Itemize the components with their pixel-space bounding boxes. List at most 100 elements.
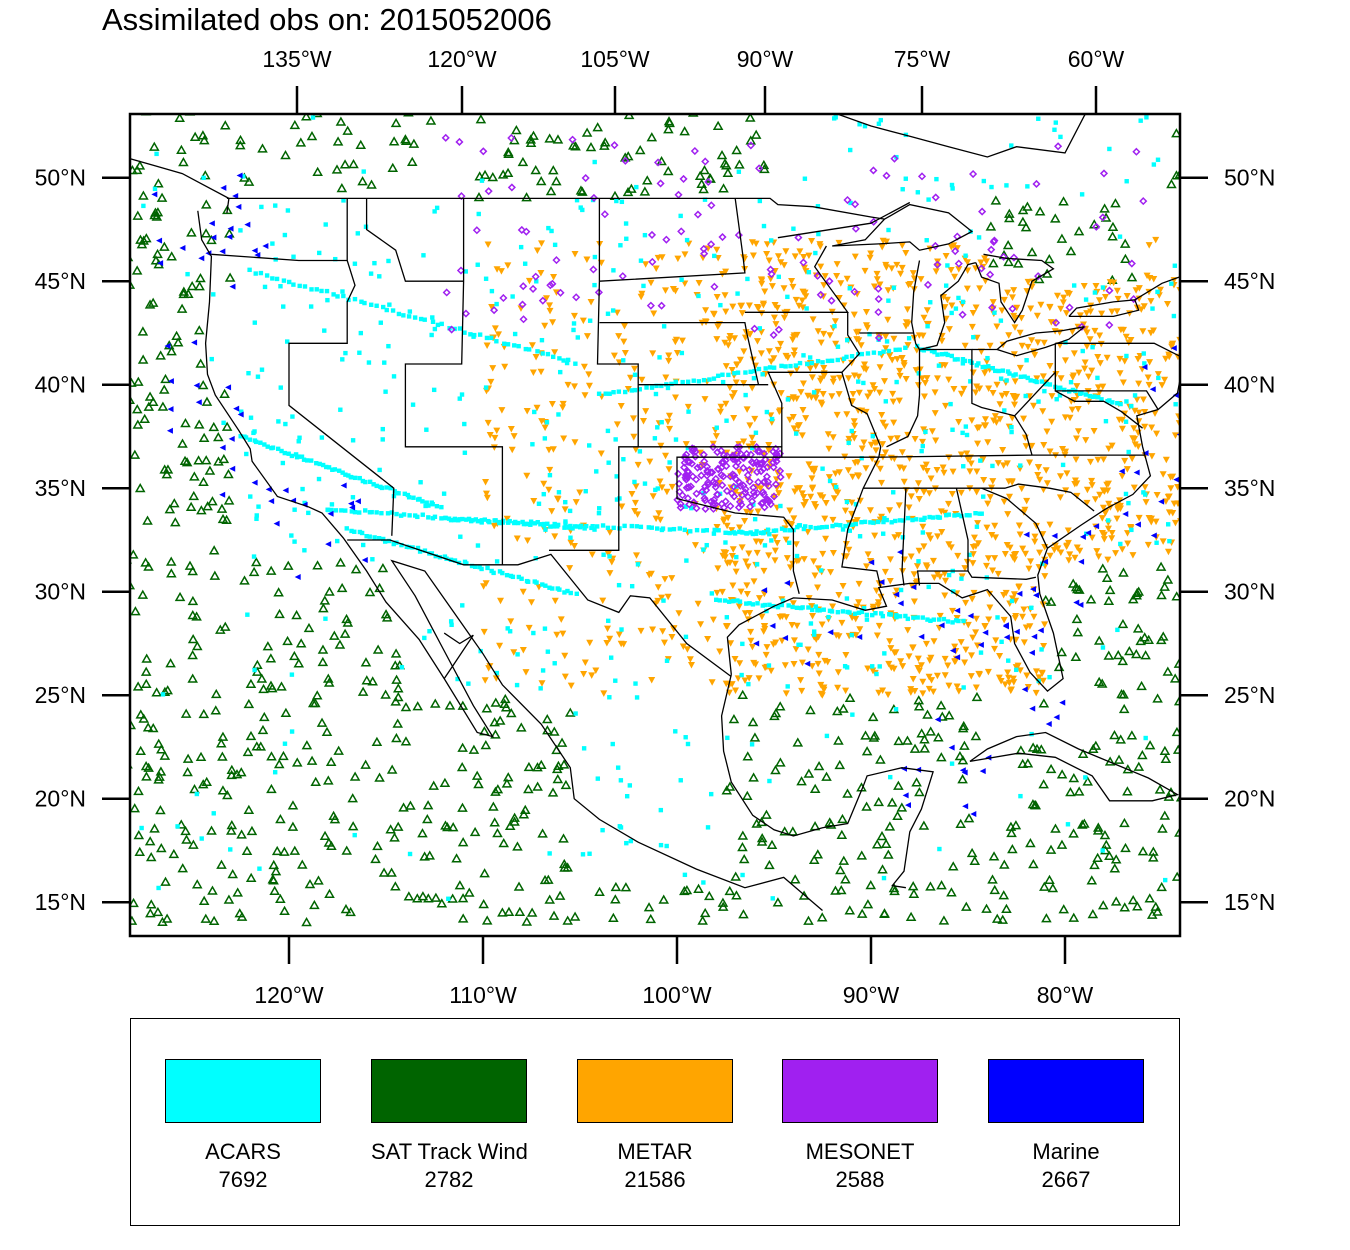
obs-marker-metar	[716, 408, 724, 416]
coastline-segment	[1055, 342, 1180, 358]
obs-marker-acars	[685, 379, 691, 384]
lon-label-bottom: 90°W	[843, 982, 900, 1008]
obs-marker-acars	[835, 344, 841, 349]
obs-marker-acars	[974, 524, 980, 529]
obs-marker-sat-track-wind	[176, 144, 187, 154]
obs-marker-metar	[1092, 282, 1100, 290]
obs-marker-mesonet	[869, 166, 878, 175]
obs-marker-mesonet	[706, 468, 715, 477]
obs-marker-acars	[815, 608, 820, 613]
obs-marker-metar	[799, 406, 807, 414]
obs-marker-metar	[814, 584, 822, 591]
obs-marker-sat-track-wind	[222, 204, 233, 215]
obs-marker-sat-track-wind	[938, 915, 950, 925]
obs-marker-metar	[580, 671, 588, 678]
obs-marker-mesonet	[978, 207, 987, 216]
obs-marker-metar	[752, 538, 760, 545]
obs-marker-metar	[694, 600, 702, 608]
obs-marker-metar	[955, 418, 963, 426]
obs-marker-metar	[1180, 258, 1187, 265]
obs-marker-acars	[716, 373, 721, 379]
obs-marker-sat-track-wind	[699, 907, 711, 918]
obs-marker-sat-track-wind	[153, 738, 165, 748]
obs-marker-sat-track-wind	[349, 771, 361, 781]
coastline-segment	[916, 488, 969, 586]
obs-marker-metar	[1141, 423, 1149, 431]
obs-marker-acars	[466, 516, 472, 522]
obs-marker-acars	[953, 306, 959, 311]
obs-marker-acars	[840, 609, 846, 614]
obs-marker-mesonet	[693, 463, 702, 472]
obs-marker-mesonet	[1105, 320, 1114, 330]
obs-marker-mesonet	[517, 225, 526, 235]
obs-marker-metar	[867, 250, 875, 257]
obs-marker-metar	[722, 400, 730, 408]
obs-marker-mesonet	[733, 458, 742, 467]
obs-marker-sat-track-wind	[275, 893, 286, 904]
obs-marker-sat-track-wind	[599, 137, 611, 147]
obs-marker-metar	[969, 310, 977, 317]
obs-marker-metar	[975, 670, 983, 678]
obs-marker-acars	[374, 303, 379, 308]
obs-marker-acars	[406, 314, 412, 319]
obs-marker-acars	[937, 515, 943, 520]
obs-marker-metar	[761, 288, 769, 295]
obs-marker-metar	[1031, 538, 1039, 546]
obs-marker-acars	[1095, 375, 1100, 381]
obs-marker-acars	[369, 509, 374, 515]
obs-marker-metar	[913, 563, 921, 570]
obs-marker-metar	[857, 342, 865, 349]
obs-marker-acars	[845, 337, 850, 343]
obs-marker-sat-track-wind	[1006, 827, 1017, 838]
obs-marker-acars	[922, 515, 927, 521]
obs-marker-metar	[821, 273, 829, 280]
obs-marker-acars	[1155, 289, 1160, 295]
obs-marker-sat-track-wind	[324, 586, 335, 596]
obs-marker-metar	[1046, 362, 1054, 370]
obs-marker-acars	[654, 383, 659, 389]
obs-marker-acars	[546, 225, 551, 231]
obs-marker-acars	[473, 517, 479, 522]
obs-marker-metar	[919, 690, 927, 697]
obs-marker-metar	[1147, 329, 1155, 337]
obs-marker-sat-track-wind	[728, 713, 740, 724]
obs-marker-metar	[790, 637, 798, 644]
obs-marker-metar	[1192, 245, 1199, 252]
obs-marker-acars	[396, 491, 401, 496]
obs-marker-acars	[959, 576, 964, 581]
obs-marker-metar	[1040, 442, 1048, 449]
obs-marker-sat-track-wind	[273, 587, 284, 597]
obs-marker-metar	[1181, 416, 1188, 423]
obs-marker-acars	[1151, 162, 1157, 167]
obs-marker-sat-track-wind	[133, 376, 144, 386]
obs-marker-metar	[835, 591, 843, 599]
obs-marker-acars	[377, 467, 382, 473]
obs-marker-acars	[343, 508, 348, 513]
obs-marker-metar	[932, 268, 940, 275]
obs-marker-metar	[740, 348, 748, 355]
obs-marker-metar	[1010, 679, 1018, 686]
obs-marker-mesonet	[719, 451, 728, 460]
obs-marker-metar	[1030, 402, 1038, 410]
obs-marker-mesonet	[1105, 286, 1114, 295]
obs-marker-metar	[1137, 306, 1145, 313]
obs-marker-acars	[613, 437, 618, 442]
obs-marker-acars	[618, 778, 624, 783]
obs-marker-sat-track-wind	[447, 822, 459, 832]
obs-marker-metar	[898, 264, 906, 272]
legend-label-mesonet: MESONET	[805, 1139, 915, 1164]
obs-marker-sat-track-wind	[738, 854, 750, 864]
obs-marker-acars	[330, 467, 335, 472]
obs-marker-acars	[501, 518, 506, 524]
obs-marker-metar	[753, 338, 761, 345]
obs-marker-metar	[886, 638, 894, 645]
obs-marker-sat-track-wind	[490, 697, 502, 707]
obs-marker-sat-track-wind	[157, 401, 169, 411]
obs-marker-acars	[945, 263, 950, 268]
obs-marker-acars	[627, 783, 633, 788]
obs-marker-acars	[804, 306, 809, 311]
obs-marker-acars	[770, 896, 775, 901]
obs-marker-metar	[829, 516, 837, 524]
obs-marker-metar	[890, 335, 898, 343]
obs-marker-acars	[483, 385, 489, 390]
